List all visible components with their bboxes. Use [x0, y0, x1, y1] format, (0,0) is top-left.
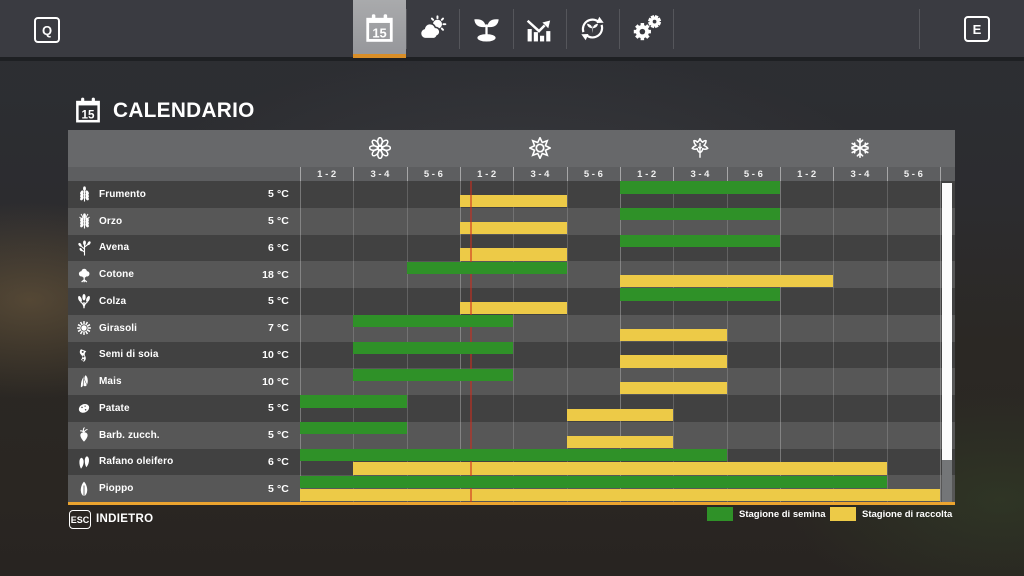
svg-text:15: 15 [82, 109, 95, 122]
svg-text:15: 15 [372, 26, 386, 41]
